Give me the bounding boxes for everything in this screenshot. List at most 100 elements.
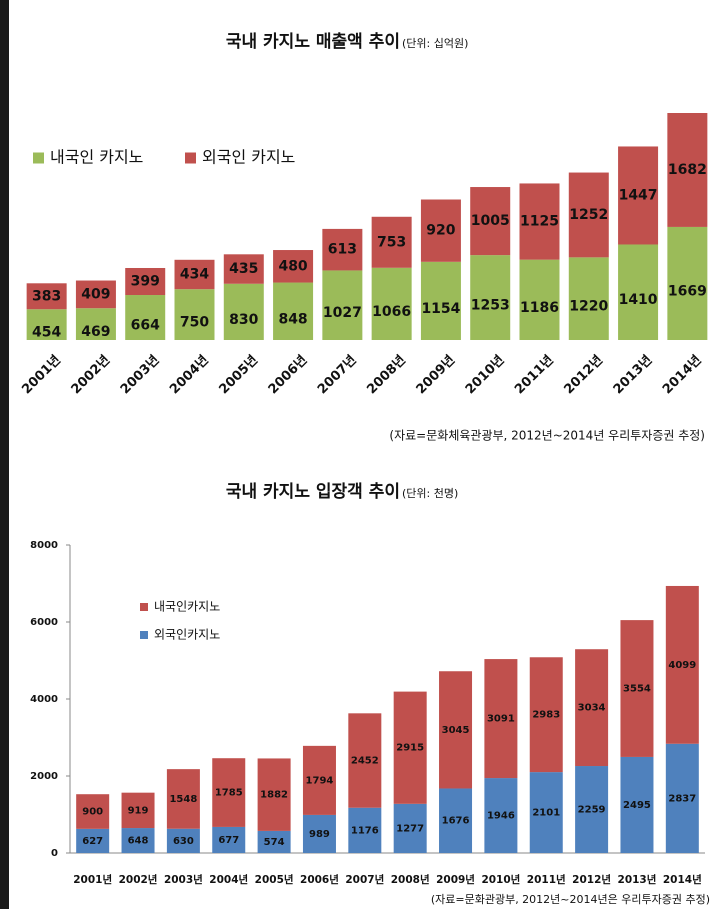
bar-segment bbox=[371, 216, 412, 268]
x-tick-label: 2006년 bbox=[300, 873, 339, 886]
bar-segment bbox=[125, 267, 166, 296]
value-label: 2101 bbox=[532, 808, 560, 819]
y-tick-label: 0 bbox=[51, 848, 58, 859]
value-label: 1410 bbox=[619, 292, 658, 308]
bar-segment bbox=[618, 244, 659, 340]
value-label: 1882 bbox=[260, 790, 288, 801]
value-label: 1252 bbox=[569, 207, 608, 223]
value-label: 1682 bbox=[668, 162, 707, 178]
value-label: 630 bbox=[173, 836, 194, 847]
bar-segment bbox=[26, 309, 67, 340]
value-label: 1186 bbox=[520, 300, 559, 316]
value-label: 574 bbox=[264, 837, 285, 848]
chart-title: 국내 카지노 입장객 추이 bbox=[226, 482, 400, 502]
value-label: 2983 bbox=[532, 710, 560, 721]
value-label: 1154 bbox=[421, 301, 460, 317]
chart-subtitle: (단위: 천명) bbox=[402, 486, 458, 500]
bar-segment bbox=[212, 826, 246, 853]
bar-segment bbox=[223, 254, 264, 284]
legend-swatch bbox=[185, 152, 196, 164]
bar-segment bbox=[371, 267, 412, 340]
source-note: (자료=문화관광부, 2012년~2014년은 우리투자증권 추정) bbox=[431, 893, 710, 906]
value-label: 1027 bbox=[323, 305, 362, 321]
y-tick-label: 4000 bbox=[30, 694, 58, 705]
value-label: 3034 bbox=[578, 703, 606, 714]
bar-segment bbox=[519, 259, 560, 340]
value-label: 677 bbox=[218, 835, 239, 846]
bar-segment bbox=[470, 255, 511, 340]
value-label: 2495 bbox=[623, 800, 651, 811]
bar-segment bbox=[529, 772, 563, 853]
bar-segment bbox=[667, 113, 708, 227]
bar-segment bbox=[420, 261, 461, 340]
bar-segment bbox=[439, 671, 473, 789]
source-note: (자료=문화체육관광부, 2012년~2014년 우리투자증권 추정) bbox=[389, 429, 705, 443]
value-label: 1253 bbox=[471, 298, 510, 314]
bar-segment bbox=[620, 620, 654, 757]
x-tick-label: 2003년 bbox=[164, 873, 203, 886]
value-label: 1220 bbox=[569, 299, 608, 315]
bar-segment bbox=[257, 830, 291, 853]
x-tick-label: 2005년 bbox=[255, 873, 294, 886]
bar-segment bbox=[212, 758, 246, 827]
value-label: 1176 bbox=[351, 825, 379, 836]
bar-segment bbox=[420, 199, 461, 262]
bar-segment bbox=[519, 183, 560, 260]
bar-segment bbox=[665, 743, 699, 853]
value-label: 1005 bbox=[471, 213, 510, 229]
bar-segment bbox=[273, 282, 314, 340]
value-label: 1447 bbox=[619, 187, 658, 203]
bar-segment bbox=[393, 803, 427, 853]
bar-segment bbox=[302, 814, 336, 853]
value-label: 409 bbox=[81, 286, 110, 302]
y-tick-label: 8000 bbox=[30, 540, 58, 551]
chart-title: 국내 카지노 매출액 추이 bbox=[226, 32, 400, 52]
bar-segment bbox=[568, 257, 609, 340]
bar-segment bbox=[166, 769, 200, 829]
x-tick-label: 2001년 bbox=[73, 873, 112, 886]
value-label: 383 bbox=[32, 288, 61, 304]
value-label: 648 bbox=[128, 836, 149, 847]
bar-segment bbox=[121, 828, 155, 853]
bar-segment bbox=[75, 280, 116, 309]
bar-segment bbox=[302, 745, 336, 815]
bar-segment bbox=[76, 794, 110, 829]
x-tick-label: 2014년 bbox=[663, 873, 702, 886]
bar-segment bbox=[529, 657, 563, 773]
value-label: 434 bbox=[180, 266, 209, 282]
x-tick-label: 2007년 bbox=[345, 873, 384, 886]
value-label: 2259 bbox=[578, 805, 606, 816]
value-label: 1066 bbox=[372, 304, 411, 320]
bar-segment bbox=[665, 585, 699, 744]
y-tick-label: 6000 bbox=[30, 617, 58, 628]
legend-label: 내국인 카지노 bbox=[50, 148, 143, 167]
title-text: 국내 카지노 매출액 추이 bbox=[226, 32, 400, 52]
value-label: 613 bbox=[328, 242, 357, 258]
value-label: 989 bbox=[309, 829, 330, 840]
bar-segment bbox=[273, 250, 314, 283]
bar-segment bbox=[484, 659, 518, 779]
value-label: 2452 bbox=[351, 756, 379, 767]
value-label: 1277 bbox=[396, 823, 424, 834]
value-label: 750 bbox=[180, 315, 209, 331]
bar-segment bbox=[618, 146, 659, 245]
bar-segment bbox=[76, 828, 110, 853]
bar-segment bbox=[125, 295, 166, 340]
legend-label: 외국인 카지노 bbox=[202, 148, 295, 167]
bar-segment bbox=[620, 756, 654, 853]
left-edge bbox=[0, 0, 9, 909]
bar-segment bbox=[470, 187, 511, 256]
x-tick-label: 2002년 bbox=[119, 873, 158, 886]
x-tick-label: 2012년 bbox=[572, 873, 611, 886]
legend-swatch bbox=[140, 631, 148, 639]
value-label: 435 bbox=[229, 261, 258, 277]
value-label: 1794 bbox=[306, 775, 334, 786]
value-label: 399 bbox=[131, 274, 160, 290]
legend-label: 외국인카지노 bbox=[154, 628, 220, 642]
legend-label: 내국인카지노 bbox=[154, 600, 220, 614]
value-label: 753 bbox=[377, 234, 406, 250]
bar-segment bbox=[667, 226, 708, 340]
value-label: 1548 bbox=[169, 794, 197, 805]
y-tick-label: 2000 bbox=[30, 771, 58, 782]
